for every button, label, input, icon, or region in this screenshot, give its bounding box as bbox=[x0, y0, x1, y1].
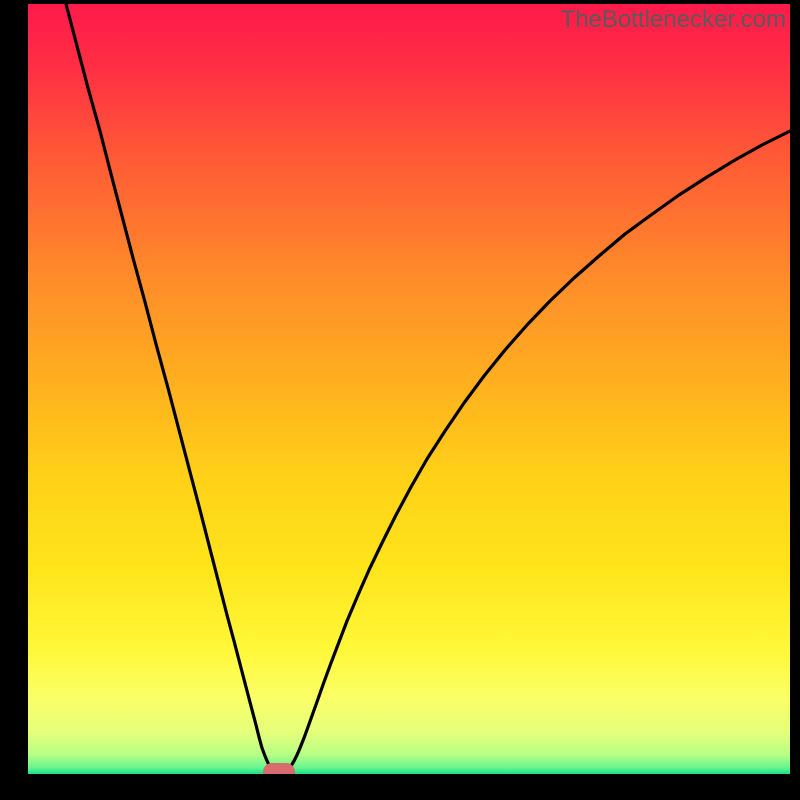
bottleneck-curve bbox=[28, 4, 790, 774]
plot-area bbox=[28, 4, 790, 774]
watermark-text: TheBottlenecker.com bbox=[561, 6, 786, 34]
optimum-marker bbox=[263, 763, 295, 774]
chart-container: { "canvas": { "width": 800, "height": 80… bbox=[0, 0, 800, 800]
